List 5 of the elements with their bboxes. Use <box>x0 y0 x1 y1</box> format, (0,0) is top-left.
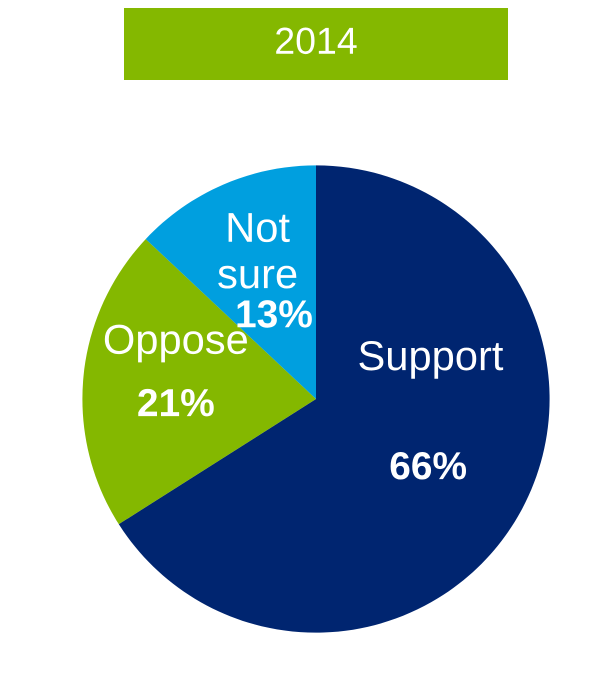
chart-title: 2014 <box>276 28 357 54</box>
data-label: 21% <box>138 388 214 416</box>
slice-label: Support <box>359 340 504 379</box>
data-label: 66% <box>390 452 466 480</box>
slice-label: Not sure <box>218 213 296 289</box>
